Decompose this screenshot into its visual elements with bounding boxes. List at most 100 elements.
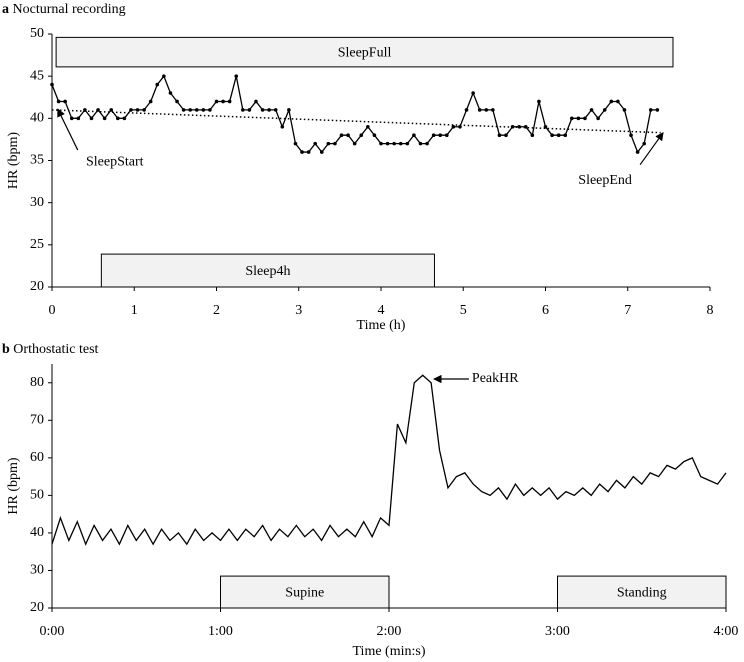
hr-point (148, 99, 153, 104)
period-label: SleepFull (338, 45, 392, 60)
hr-point (497, 133, 502, 137)
hr-point (385, 141, 390, 146)
hr-point (372, 133, 377, 137)
hr-point (122, 116, 127, 121)
hr-line (51, 74, 658, 154)
hr-point (431, 133, 436, 137)
x-tick-label: 3:00 (545, 624, 570, 639)
hr-point (142, 108, 146, 112)
hr-point (293, 141, 298, 146)
hr-point (50, 82, 54, 87)
hr-point (550, 133, 554, 137)
y-tick-label: 50 (30, 26, 44, 41)
hr-point (418, 141, 423, 146)
x-tick-label: 1 (131, 303, 138, 318)
annotation-arrow (639, 131, 664, 166)
hr-point (135, 108, 140, 112)
hr-point (464, 108, 469, 112)
hr-point (655, 108, 660, 112)
hr-point (319, 150, 324, 154)
hr-point (346, 133, 350, 137)
x-tick-label: 4 (378, 303, 385, 318)
hr-point (543, 124, 548, 129)
period-box (100, 253, 435, 288)
hr-point (201, 108, 206, 112)
x-tick-label: 6 (542, 303, 549, 318)
y-tick-label: 60 (30, 450, 44, 465)
hr-point (425, 141, 429, 146)
hr-point (484, 108, 489, 112)
hr-point (405, 141, 410, 146)
hr-point (267, 108, 271, 112)
hr-point (306, 150, 311, 154)
hr-point (214, 99, 219, 104)
hr-point (622, 108, 627, 112)
y-tick-label: 30 (30, 195, 44, 210)
hr-point (69, 116, 74, 121)
x-tick-label: 4:00 (714, 624, 739, 639)
hr-point (392, 141, 396, 146)
hr-point (510, 124, 515, 129)
hr-point (491, 108, 495, 112)
hr-point (155, 82, 160, 87)
hr-point (273, 108, 278, 112)
period-label: Standing (617, 585, 667, 600)
hr-point (458, 124, 462, 129)
hr-point (438, 133, 443, 137)
hr-point (359, 133, 364, 137)
hr-point (221, 99, 225, 104)
hr-point (96, 108, 100, 112)
hr-point (589, 108, 594, 112)
hr-point (300, 150, 304, 154)
x-tick-label: 8 (707, 303, 714, 318)
y-tick-label: 40 (30, 111, 44, 126)
hr-point (530, 133, 535, 137)
hr-point (83, 108, 87, 112)
hr-point (162, 74, 166, 78)
hr-point (398, 141, 403, 146)
annotation-label: SleepEnd (578, 173, 632, 188)
period-box (220, 575, 390, 609)
hr-point (194, 108, 199, 112)
hr-point (188, 108, 192, 112)
hr-point (609, 99, 614, 104)
panel-title: b Orthostatic test (2, 342, 99, 357)
panel-letter: a (2, 2, 9, 17)
hr-point (642, 141, 646, 146)
x-tick-label: 0:00 (40, 624, 65, 639)
hr-point (109, 108, 114, 112)
y-tick-label: 80 (30, 375, 44, 390)
hr-point (477, 108, 482, 112)
panel-title-text: Orthostatic test (13, 342, 98, 357)
hr-line (51, 374, 727, 546)
hr-point (313, 141, 318, 146)
trend-line (51, 109, 661, 134)
hr-point (366, 124, 370, 129)
hr-point (63, 99, 67, 104)
y-tick-label: 20 (30, 600, 44, 615)
hr-point (445, 133, 449, 137)
y-axis-label: HR (bpm) (6, 457, 21, 515)
hr-point (379, 141, 383, 146)
hr-point (175, 99, 179, 104)
panel-title: a Nocturnal recording (2, 2, 126, 17)
hr-point (523, 124, 528, 129)
x-tick-label: 2 (213, 303, 220, 318)
y-tick-label: 40 (30, 525, 44, 540)
y-tick-label: 45 (30, 68, 44, 83)
annotation-arrow (57, 108, 79, 151)
hr-point (576, 116, 581, 121)
hr-point (280, 124, 285, 129)
hr-point (333, 141, 337, 146)
x-axis-label: Time (min:s) (353, 644, 426, 659)
hr-point (234, 74, 239, 78)
hr-point (168, 91, 173, 95)
hr-point (241, 108, 245, 112)
y-tick-label: 25 (30, 237, 44, 252)
y-axis-label: HR (bpm) (6, 132, 21, 190)
x-tick-label: 7 (624, 303, 631, 318)
period-label: Supine (285, 585, 324, 600)
y-tick-label: 35 (30, 153, 44, 168)
hr-point (629, 133, 633, 137)
